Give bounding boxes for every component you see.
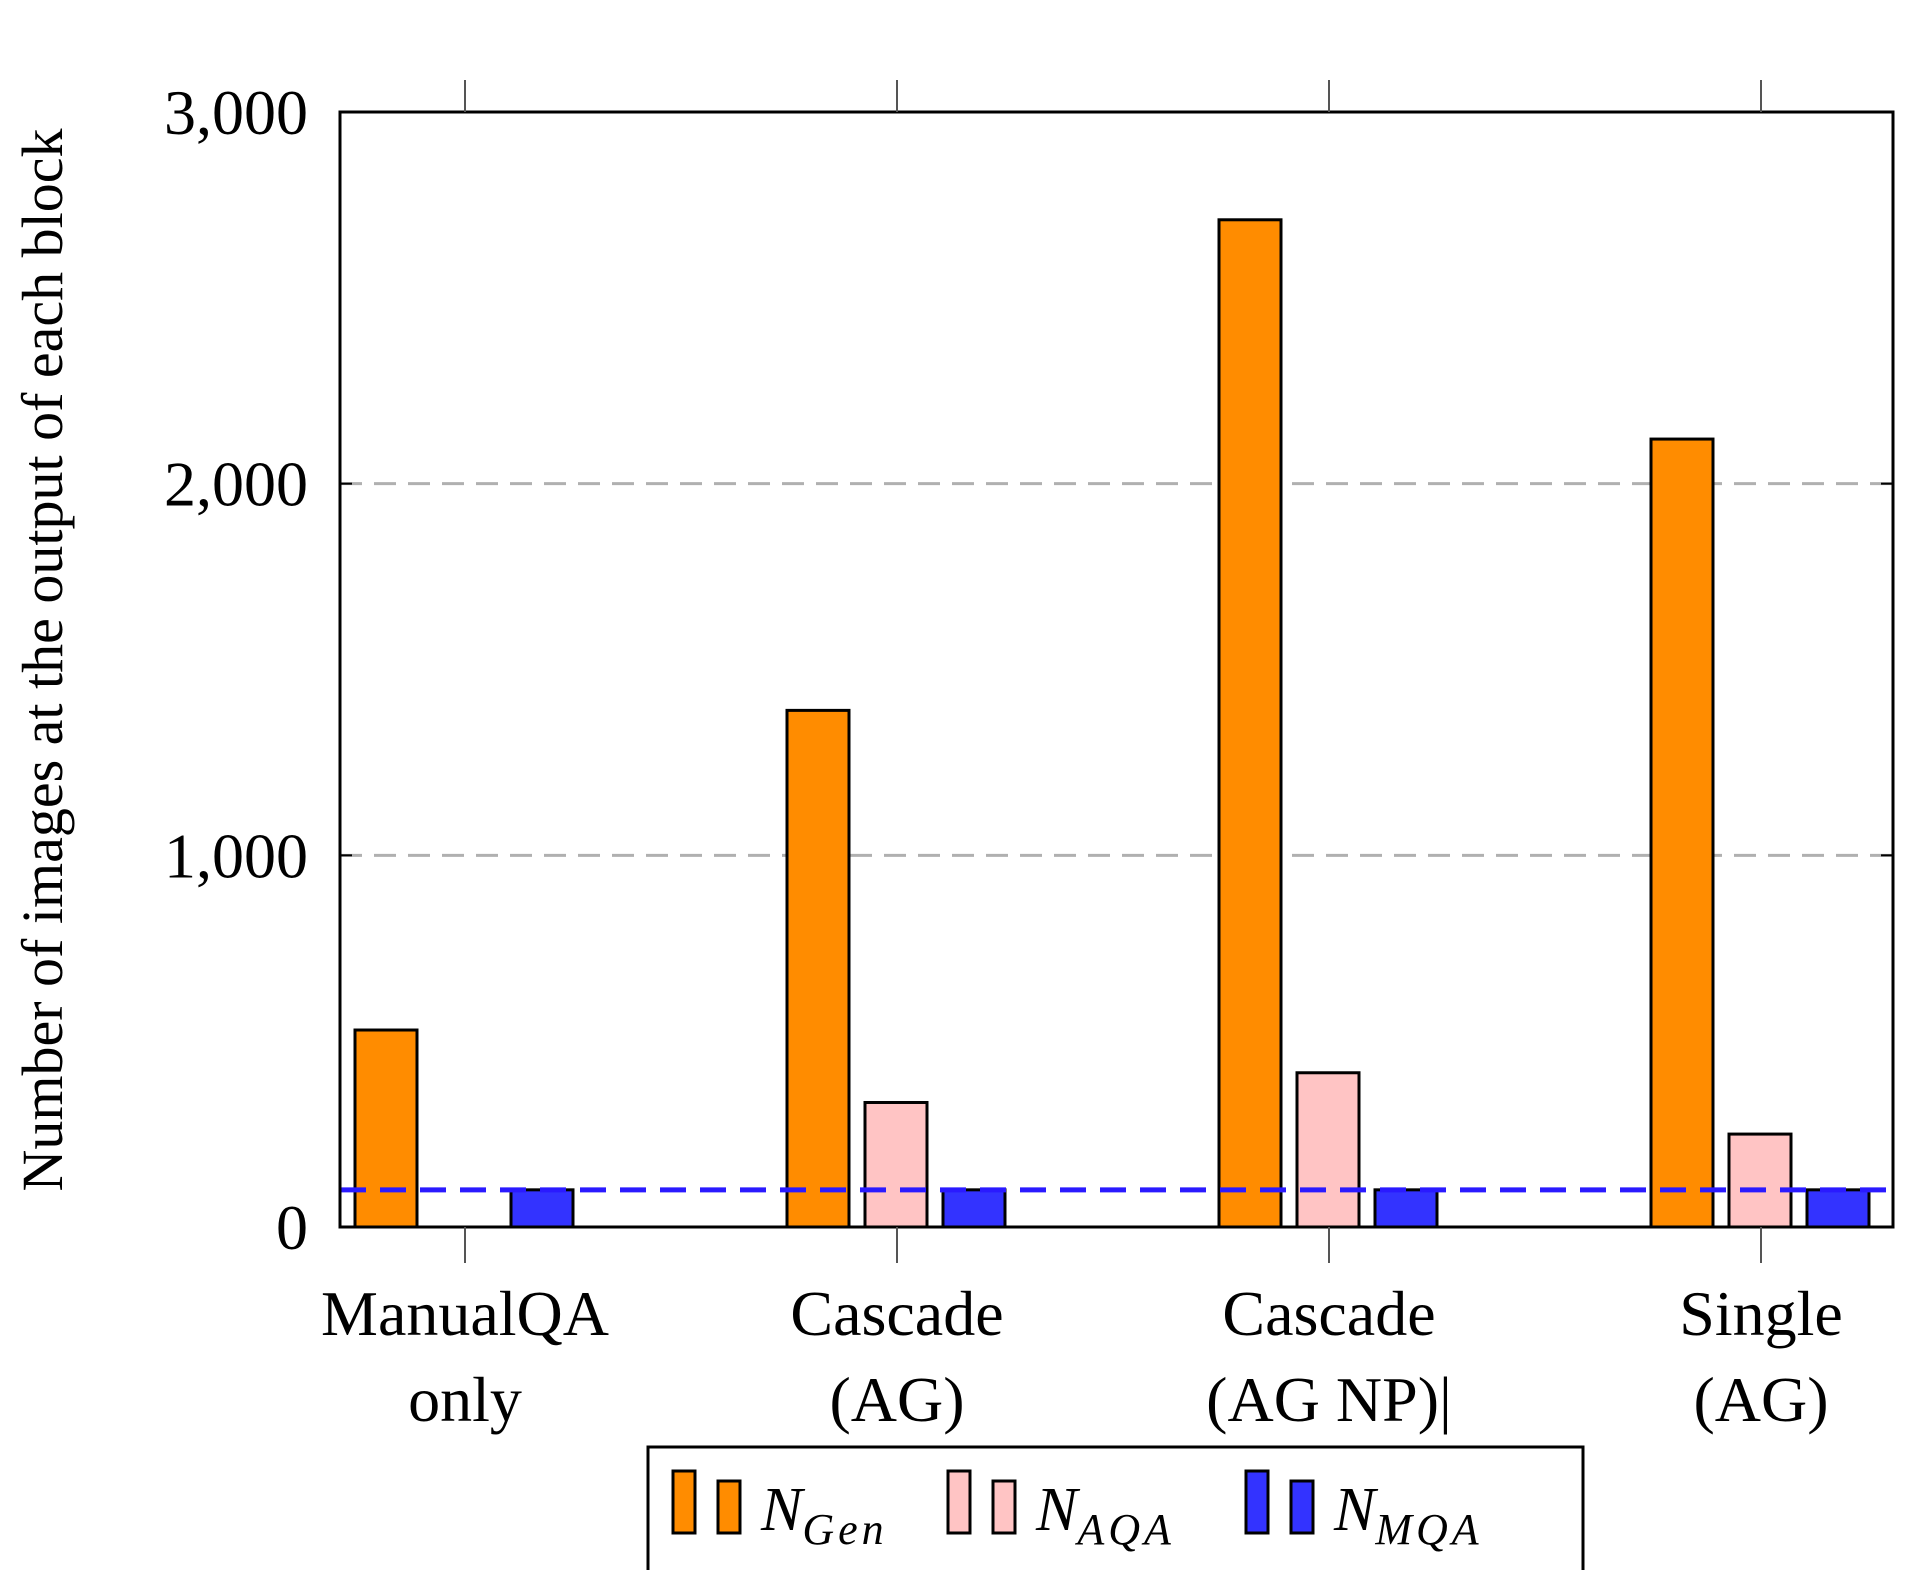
- plot-frame: [338, 110, 1895, 1229]
- legend-swatch: [1244, 1469, 1270, 1535]
- legend-label: NMQA: [1333, 1476, 1483, 1554]
- bar-gen: [353, 1028, 419, 1229]
- legend: NGen NAQA NMQA: [646, 1445, 1585, 1570]
- legend-swatch: [946, 1469, 972, 1535]
- x-category-labels: ManualQA only Cascade (AG) Cascade (AG NP)| Si…: [321, 1278, 1843, 1435]
- legend-label-subscript: Gen: [802, 1505, 887, 1554]
- legend-swatch: [991, 1479, 1017, 1535]
- legend-swatch: [671, 1469, 697, 1535]
- bar-aqa: [1727, 1132, 1793, 1229]
- x-category-label: (AG): [829, 1364, 964, 1435]
- y-tick-label: 2,000: [164, 449, 308, 520]
- y-tick-label: 1,000: [164, 820, 308, 891]
- legend-label-base: N: [1035, 1476, 1081, 1544]
- legend-label: NGen: [760, 1476, 888, 1554]
- bar-aqa: [863, 1100, 929, 1229]
- bar-mqa: [1805, 1188, 1871, 1229]
- x-category-label: ManualQA: [321, 1278, 609, 1349]
- legend-swatch: [1289, 1479, 1315, 1535]
- legend-box: [646, 1445, 1585, 1570]
- bar-aqa: [1295, 1071, 1361, 1229]
- x-category-label: (AG): [1693, 1364, 1828, 1435]
- y-axis-label: Number of images at the output of each b…: [10, 128, 75, 1191]
- bars-layer: [353, 218, 1871, 1229]
- bar-gen: [1217, 218, 1283, 1229]
- legend-label-subscript: AQA: [1074, 1505, 1175, 1554]
- legend-label: NAQA: [1035, 1476, 1175, 1554]
- x-category-label: Cascade: [790, 1278, 1003, 1349]
- legend-label-base: N: [1333, 1476, 1379, 1544]
- legend-label-base: N: [760, 1476, 806, 1544]
- y-tick-labels: 0 1,000 2,000 3,000: [164, 77, 308, 1263]
- ticks-layer: [340, 80, 1893, 1263]
- legend-label-subscript: MQA: [1374, 1505, 1482, 1554]
- x-category-label: (AG NP)|: [1206, 1364, 1452, 1435]
- bar-gen: [1649, 437, 1715, 1229]
- y-tick-label: 0: [276, 1192, 308, 1263]
- grid-layer: [340, 482, 1893, 857]
- legend-swatch: [716, 1479, 742, 1535]
- x-category-label: only: [408, 1364, 522, 1435]
- bar-mqa: [1373, 1188, 1439, 1229]
- y-tick-label: 3,000: [164, 77, 308, 148]
- x-category-label: Single: [1679, 1278, 1843, 1349]
- bar-gen: [785, 708, 851, 1229]
- x-category-label: Cascade: [1222, 1278, 1435, 1349]
- bar-mqa: [509, 1188, 575, 1229]
- bar-mqa: [941, 1188, 1007, 1229]
